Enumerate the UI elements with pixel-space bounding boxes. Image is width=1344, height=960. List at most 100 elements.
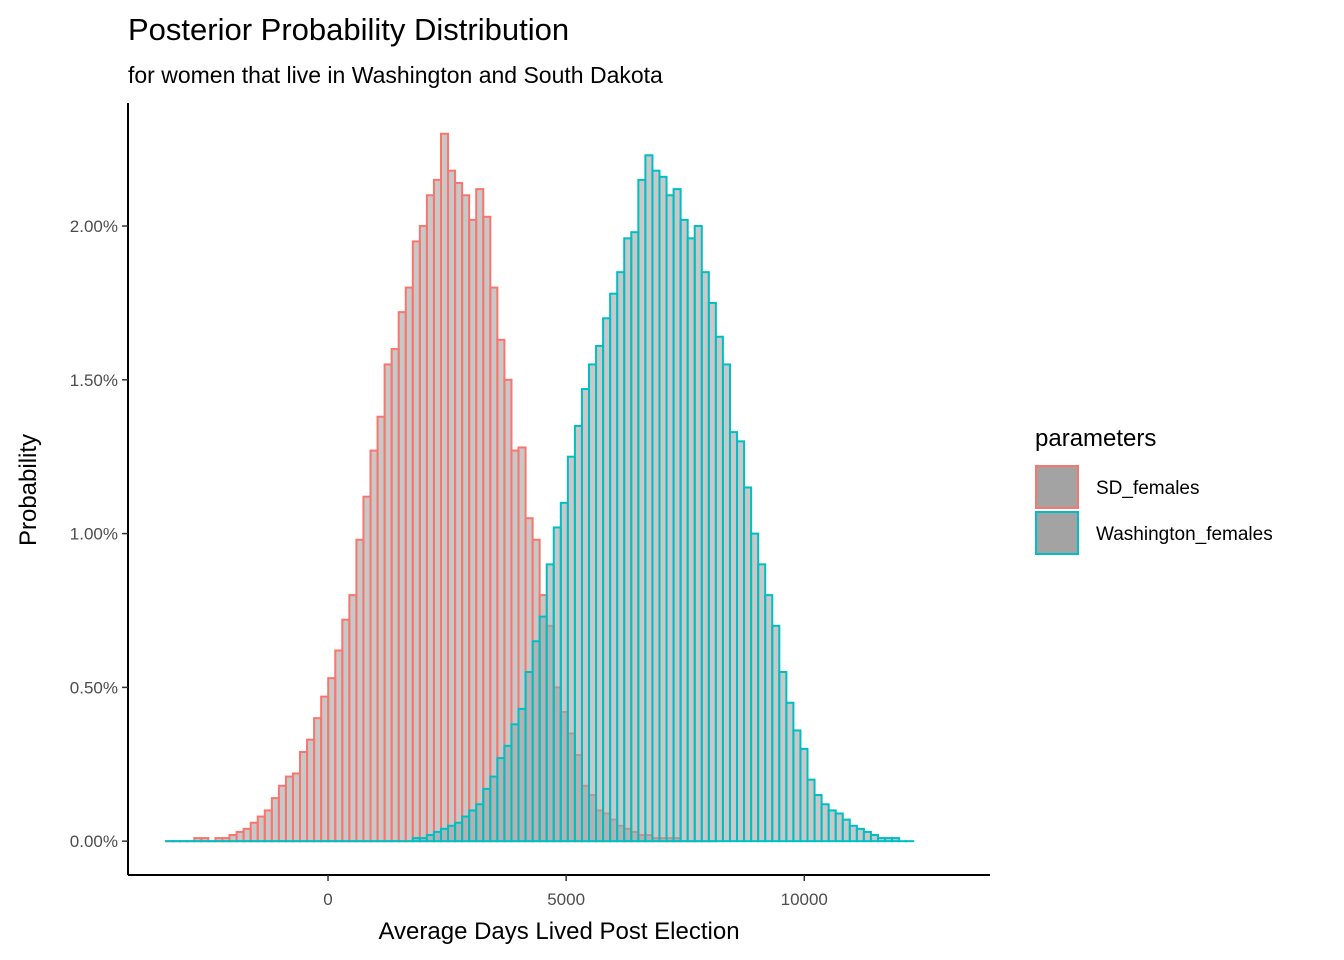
bar-Washington_females-103 [891, 837, 901, 843]
y-tick-label-4: 2.00% [70, 217, 118, 236]
x-tick-label-2: 10000 [781, 890, 828, 909]
bar-Washington_females-98 [855, 827, 865, 843]
bar-Washington_females-40 [447, 824, 457, 843]
bar-Washington_females-39 [439, 827, 450, 843]
bar-Washington_females-88 [785, 701, 795, 843]
bar-Washington_females-45 [482, 787, 492, 843]
bar-SD_females-33 [397, 311, 407, 843]
bar-Washington_females-95 [834, 812, 844, 843]
bar-SD_females-44 [475, 188, 485, 843]
bar-SD_females-38 [432, 178, 442, 843]
bar-SD_females-34 [404, 286, 414, 843]
bar-Washington_females-96 [841, 818, 851, 843]
x-axis-title: Average Days Lived Post Election [378, 918, 739, 945]
axes-layer: 0 5000 10000 0.00% 0.50% 1.00% 1.50% 2.00% [70, 103, 990, 909]
bar-Washington_females-80 [728, 431, 739, 843]
x-tick-label-0: 0 [323, 890, 332, 909]
bar-SD_females-16 [277, 784, 287, 843]
bar-SD_females-30 [376, 415, 386, 843]
y-tick-label-1: 0.50% [70, 678, 118, 697]
bar-Washington_females-102 [884, 837, 894, 843]
bar-SD_females-26 [348, 594, 358, 843]
bar-Washington_females-38 [432, 830, 442, 843]
bar-Washington_females-42 [461, 815, 471, 843]
legend-key-Washington_females [1035, 511, 1079, 555]
bar-Washington_females-60 [588, 363, 598, 843]
bar-Washington_females-97 [848, 824, 858, 843]
bar-Washington_females-58 [573, 424, 583, 843]
bar-Washington_females-99 [862, 830, 872, 843]
bar-Washington_females-81 [736, 440, 746, 843]
bar-Washington_females-92 [813, 794, 823, 843]
bar-Washington_females-49 [510, 723, 520, 843]
bar-SD_females-17 [284, 775, 294, 843]
bar-Washington_females-65 [623, 237, 633, 843]
bar-SD_females-21 [313, 717, 323, 843]
bar-Washington_females-76 [700, 271, 710, 843]
bar-SD_females-24 [334, 649, 344, 843]
bar-Washington_females-71 [665, 194, 675, 843]
bar-SD_females-12 [249, 821, 259, 843]
bar-SD_females-10 [235, 830, 245, 843]
bar-Washington_females-100 [869, 834, 879, 843]
bar-Washington_females-37 [425, 834, 435, 843]
chart-title: Posterior Probability Distribution [128, 12, 569, 47]
y-axis-title: Probability [15, 434, 42, 546]
bars-layer [165, 132, 915, 843]
legend-key-SD_females [1035, 465, 1079, 509]
bar-SD_females-46 [489, 286, 499, 843]
bar-SD_females-14 [263, 809, 273, 843]
bar-Washington_females-68 [644, 154, 654, 843]
bar-SD_females-43 [468, 218, 478, 843]
bar-Washington_females-41 [454, 821, 464, 843]
bar-Washington_females-46 [489, 775, 499, 843]
y-tick-label-3: 1.50% [70, 371, 118, 390]
bar-Washington_females-44 [475, 803, 485, 843]
bar-Washington_females-59 [580, 388, 591, 843]
bar-SD_females-42 [461, 194, 471, 843]
bar-SD_females-41 [454, 181, 464, 843]
bar-Washington_females-78 [714, 335, 724, 843]
bar-Washington_females-82 [743, 486, 753, 843]
bar-SD_females-40 [447, 169, 457, 843]
bar-Washington_females-66 [630, 231, 640, 843]
bar-Washington_females-57 [566, 455, 576, 843]
bar-Washington_females-54 [545, 563, 555, 843]
bar-Washington_females-52 [531, 640, 541, 843]
bar-Washington_females-69 [651, 169, 661, 843]
bar-SD_females-15 [270, 797, 280, 843]
bar-Washington_females-51 [524, 671, 534, 843]
bar-Washington_females-87 [778, 671, 788, 843]
bar-SD_females-11 [242, 827, 252, 843]
bar-SD_females-20 [306, 738, 316, 843]
legend-label-SD_females: SD_females [1096, 478, 1200, 499]
bar-Washington_females-77 [707, 301, 717, 843]
bar-Washington_females-62 [602, 317, 612, 843]
bar-Washington_females-86 [771, 624, 781, 843]
bar-Washington_females-75 [693, 225, 703, 843]
bar-SD_females-27 [355, 538, 365, 843]
bar-Washington_females-101 [876, 837, 887, 843]
bar-SD_females-45 [482, 215, 492, 843]
bar-SD_females-31 [383, 363, 393, 843]
bar-Washington_females-35 [411, 837, 421, 843]
bar-Washington_females-36 [418, 837, 428, 843]
bar-Washington_females-74 [686, 237, 696, 843]
bar-Washington_females-50 [517, 707, 527, 843]
bar-SD_females-18 [291, 772, 302, 843]
bar-Washington_females-64 [616, 271, 626, 843]
bar-SD_females-32 [390, 348, 400, 843]
bar-Washington_females-56 [559, 501, 569, 843]
legend-label-Washington_females: Washington_females [1096, 524, 1273, 545]
y-tick-label-2: 1.00% [70, 525, 118, 544]
bar-Washington_females-90 [799, 747, 809, 843]
bar-Washington_females-63 [609, 292, 619, 843]
bar-Washington_females-53 [538, 615, 548, 843]
bar-Washington_females-61 [595, 344, 605, 843]
bar-Washington_females-70 [658, 175, 668, 843]
chart-subtitle: for women that live in Washington and So… [128, 62, 663, 88]
bar-Washington_females-55 [552, 526, 562, 843]
bar-Washington_females-93 [820, 803, 830, 843]
bar-Washington_females-67 [637, 178, 647, 843]
